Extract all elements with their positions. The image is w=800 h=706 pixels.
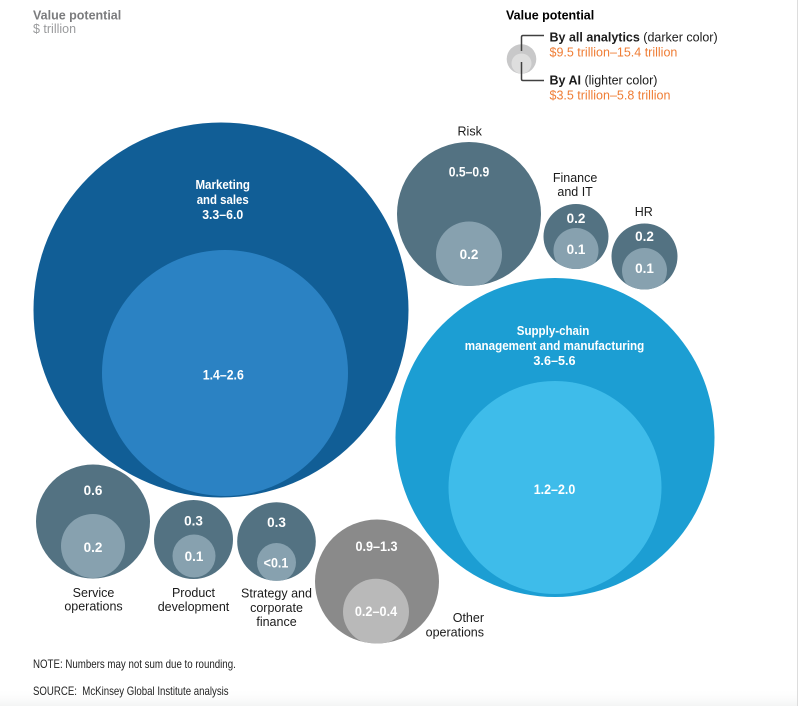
svg-text:finance: finance [256,615,296,629]
svg-text:3.3–6.0: 3.3–6.0 [202,207,243,222]
svg-text:Service: Service [73,586,115,600]
svg-text:operations: operations [426,625,484,639]
svg-text:and IT: and IT [557,185,593,199]
svg-text:0.2: 0.2 [567,211,586,226]
svg-text:0.1: 0.1 [567,242,586,257]
svg-text:operations: operations [64,600,122,614]
svg-text:HR: HR [635,205,653,219]
svg-text:Risk: Risk [458,125,483,139]
svg-text:development: development [158,600,230,614]
svg-text:0.1: 0.1 [635,261,654,276]
svg-text:0.2–0.4: 0.2–0.4 [355,604,398,619]
svg-text:0.3: 0.3 [184,513,203,528]
svg-text:0.3: 0.3 [267,515,286,530]
svg-text:0.2: 0.2 [635,229,654,244]
svg-text:and sales: and sales [197,192,249,207]
svg-text:0.5–0.9: 0.5–0.9 [449,164,490,179]
svg-text:management and manufacturing: management and manufacturing [465,338,645,353]
svg-text:0.2: 0.2 [460,247,479,262]
svg-text:1.2–2.0: 1.2–2.0 [534,482,576,497]
svg-text:1.4–2.6: 1.4–2.6 [203,367,244,382]
svg-text:Value potential: Value potential [506,9,594,23]
svg-text:NOTE: Numbers may not sum due: NOTE: Numbers may not sum due to roundin… [33,657,236,671]
svg-text:Value potential: Value potential [33,9,121,23]
svg-text:0.9–1.3: 0.9–1.3 [355,539,398,554]
svg-text:Product: Product [172,586,216,600]
svg-text:By AI (lighter color): By AI (lighter color) [550,74,658,88]
svg-text:Supply-chain: Supply-chain [517,323,590,338]
svg-text:Finance: Finance [553,171,598,185]
svg-text:$ trillion: $ trillion [33,22,76,36]
svg-text:Other: Other [453,611,484,625]
svg-text:corporate: corporate [250,601,303,615]
svg-text:Marketing: Marketing [195,177,250,192]
svg-text:$3.5 trillion–5.8 trillion: $3.5 trillion–5.8 trillion [550,89,671,103]
svg-text:By all analytics (darker color: By all analytics (darker color) [550,31,718,45]
svg-text:0.1: 0.1 [185,549,204,564]
svg-text:0.2: 0.2 [84,540,103,555]
svg-text:0.6: 0.6 [84,483,103,498]
svg-text:$9.5 trillion–15.4 trillion: $9.5 trillion–15.4 trillion [550,46,678,60]
svg-text:Strategy and: Strategy and [241,586,312,600]
svg-text:3.6–5.6: 3.6–5.6 [533,353,575,368]
svg-text:<0.1: <0.1 [264,555,289,570]
svg-text:SOURCE: McKinsey Global Insti: SOURCE: McKinsey Global Institute analys… [33,684,229,698]
